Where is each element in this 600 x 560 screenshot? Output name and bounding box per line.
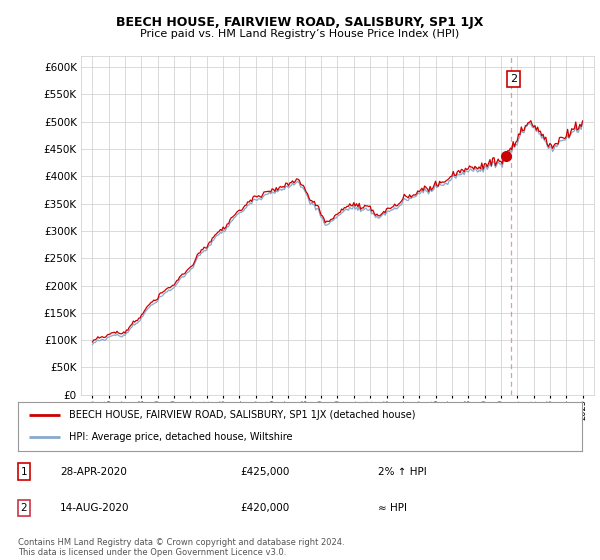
Text: 2% ↑ HPI: 2% ↑ HPI — [378, 466, 427, 477]
Text: Contains HM Land Registry data © Crown copyright and database right 2024.
This d: Contains HM Land Registry data © Crown c… — [18, 538, 344, 557]
Text: HPI: Average price, detached house, Wiltshire: HPI: Average price, detached house, Wilt… — [69, 432, 292, 442]
Text: 1: 1 — [20, 466, 28, 477]
Text: 28-APR-2020: 28-APR-2020 — [60, 466, 127, 477]
Text: 2: 2 — [510, 74, 517, 84]
Text: £425,000: £425,000 — [240, 466, 289, 477]
Text: ≈ HPI: ≈ HPI — [378, 503, 407, 513]
Text: 2: 2 — [20, 503, 28, 513]
Text: 14-AUG-2020: 14-AUG-2020 — [60, 503, 130, 513]
Text: BEECH HOUSE, FAIRVIEW ROAD, SALISBURY, SP1 1JX: BEECH HOUSE, FAIRVIEW ROAD, SALISBURY, S… — [116, 16, 484, 29]
Text: £420,000: £420,000 — [240, 503, 289, 513]
Text: BEECH HOUSE, FAIRVIEW ROAD, SALISBURY, SP1 1JX (detached house): BEECH HOUSE, FAIRVIEW ROAD, SALISBURY, S… — [69, 410, 415, 420]
Text: Price paid vs. HM Land Registry’s House Price Index (HPI): Price paid vs. HM Land Registry’s House … — [140, 29, 460, 39]
